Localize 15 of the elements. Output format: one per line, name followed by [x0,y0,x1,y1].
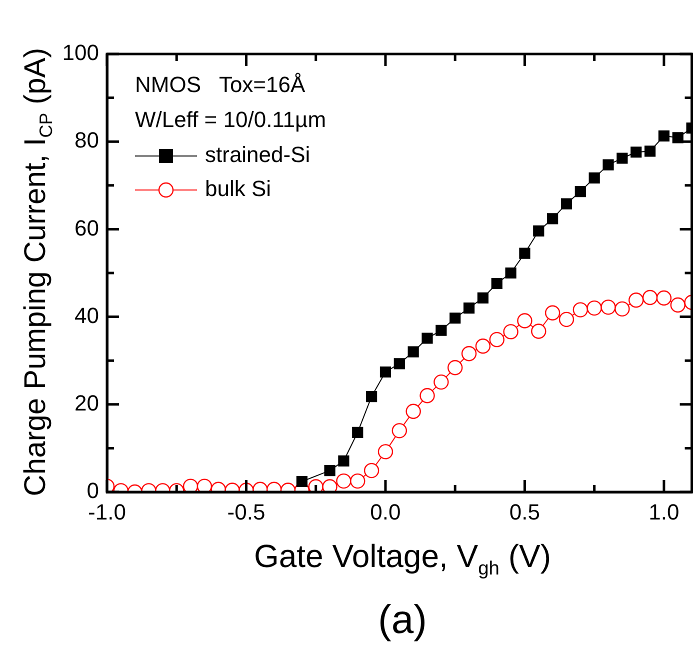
text: (a) [377,598,428,643]
annotation: W/Leff = 10/0.11µm [135,107,326,132]
y-tick-label: 100 [62,40,99,66]
x-tick-label: 0.5 [509,499,540,524]
x-tick-label: 0.0 [370,499,401,524]
y-tick-label: 20 [74,390,99,416]
y-tick-label: 40 [74,302,99,328]
x-axis-title: Gate Voltage, V$_{gh}$ (V) [252,538,552,580]
annotation: NMOS Tox=16Å [135,72,306,98]
legend-label: bulk Si [205,176,272,202]
legend-label: strained-Si [205,142,310,168]
x-tick-label: -0.5 [227,499,266,524]
y-tick-label: 60 [74,215,99,240]
x-tick-label: 1.0 [648,499,680,524]
y-tick-label: 80 [74,128,99,153]
